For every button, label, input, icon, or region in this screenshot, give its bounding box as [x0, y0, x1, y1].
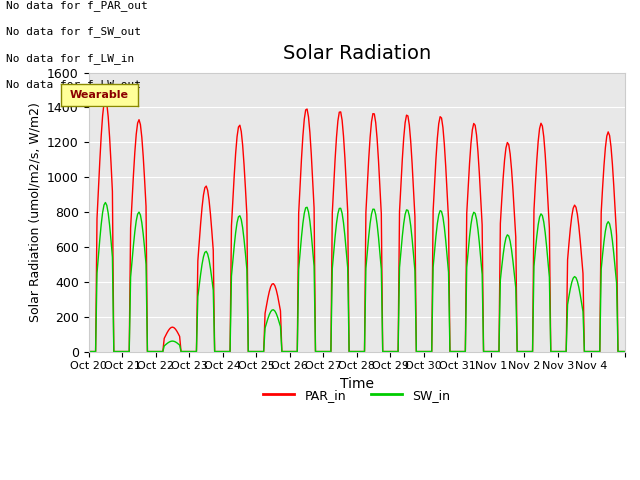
SW_in	[618, 348, 626, 354]
Text: No data for f_LW_in: No data for f_LW_in	[6, 53, 134, 64]
PAR_in	[84, 348, 92, 354]
SW_in	[548, 348, 556, 354]
PAR_in	[468, 127, 476, 132]
X-axis label: Time: Time	[340, 377, 374, 391]
PAR_in	[102, 96, 109, 102]
Line: PAR_in: PAR_in	[88, 99, 625, 351]
Text: No data for f_SW_out: No data for f_SW_out	[6, 26, 141, 37]
Line: SW_in: SW_in	[88, 203, 625, 351]
Y-axis label: Solar Radiation (umol/m2/s, W/m2): Solar Radiation (umol/m2/s, W/m2)	[28, 102, 42, 322]
Title: Solar Radiation: Solar Radiation	[283, 44, 431, 63]
PAR_in	[104, 114, 112, 120]
SW_in	[84, 348, 92, 354]
PAR_in	[618, 348, 626, 354]
Text: No data for f_PAR_out: No data for f_PAR_out	[6, 0, 148, 11]
PAR_in	[121, 348, 129, 354]
SW_in	[362, 265, 370, 271]
PAR_in	[362, 209, 370, 215]
Text: No data for f_LW_out: No data for f_LW_out	[6, 79, 141, 90]
SW_in	[121, 348, 129, 354]
SW_in	[104, 210, 112, 216]
Legend: PAR_in, SW_in: PAR_in, SW_in	[258, 384, 456, 407]
SW_in	[102, 200, 109, 205]
PAR_in	[548, 348, 556, 354]
PAR_in	[621, 348, 629, 354]
Text: Wearable: Wearable	[70, 90, 129, 100]
SW_in	[468, 213, 476, 219]
SW_in	[621, 348, 629, 354]
